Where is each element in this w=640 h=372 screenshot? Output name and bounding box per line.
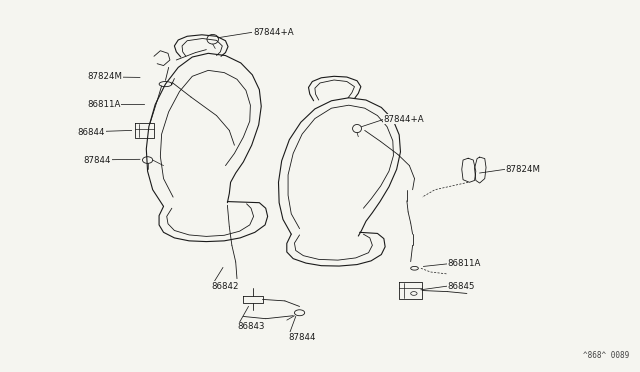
Text: 87824M: 87824M: [505, 165, 540, 174]
Text: 86811A: 86811A: [448, 259, 481, 268]
Text: 87844: 87844: [84, 155, 111, 164]
Text: 87844+A: 87844+A: [253, 28, 294, 37]
Text: 86843: 86843: [237, 322, 264, 331]
Text: 86811A: 86811A: [87, 100, 120, 109]
Text: 87844+A: 87844+A: [384, 115, 424, 124]
Text: 86842: 86842: [211, 282, 239, 291]
Text: 87824M: 87824M: [87, 72, 122, 81]
Text: 86844: 86844: [77, 128, 105, 137]
Text: 86845: 86845: [448, 282, 476, 291]
Text: 87844: 87844: [288, 333, 316, 342]
Text: ^868^ 0089: ^868^ 0089: [584, 351, 630, 360]
